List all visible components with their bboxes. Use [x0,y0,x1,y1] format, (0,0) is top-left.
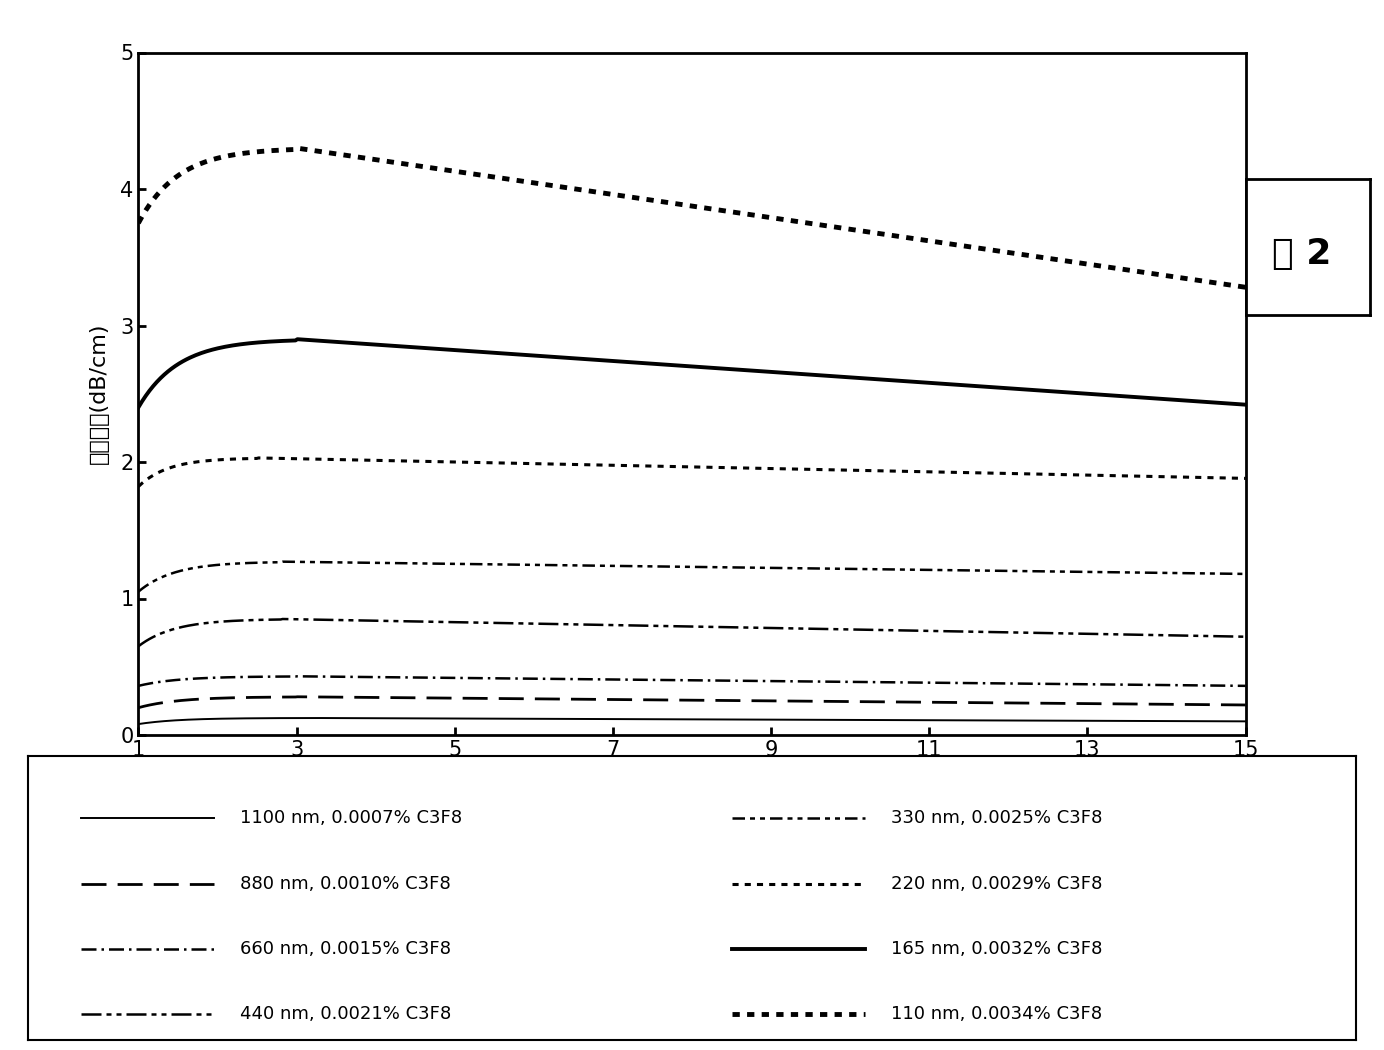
Text: 330 nm, 0.0025% C3F8: 330 nm, 0.0025% C3F8 [891,810,1103,827]
X-axis label: 频率(MHz): 频率(MHz) [641,771,743,795]
Text: 1100 nm, 0.0007% C3F8: 1100 nm, 0.0007% C3F8 [241,810,462,827]
Text: 220 nm, 0.0029% C3F8: 220 nm, 0.0029% C3F8 [891,875,1103,892]
Text: 165 nm, 0.0032% C3F8: 165 nm, 0.0032% C3F8 [891,940,1103,958]
Text: 660 nm, 0.0015% C3F8: 660 nm, 0.0015% C3F8 [241,940,451,958]
Text: 440 nm, 0.0021% C3F8: 440 nm, 0.0021% C3F8 [241,1005,451,1023]
Text: 880 nm, 0.0010% C3F8: 880 nm, 0.0010% C3F8 [241,875,451,892]
Text: 图 2: 图 2 [1272,236,1331,271]
Y-axis label: 衰减系数(dB/cm): 衰减系数(dB/cm) [89,323,109,464]
Text: 110 nm, 0.0034% C3F8: 110 nm, 0.0034% C3F8 [891,1005,1103,1023]
